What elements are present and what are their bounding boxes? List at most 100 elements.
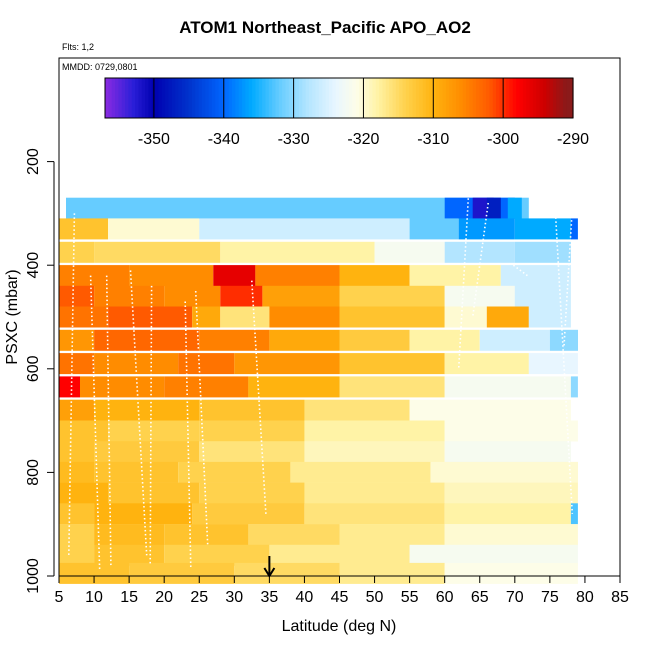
colorbar-segment	[135, 78, 140, 118]
colorbar-segment	[429, 78, 434, 118]
colorbar-segment	[372, 78, 377, 118]
colorbar-segment	[265, 78, 270, 118]
marker-arrow-head	[263, 567, 276, 578]
heatmap-cell	[339, 265, 410, 287]
x-tick-label: 45	[331, 589, 349, 606]
x-tick-label: 75	[541, 589, 559, 606]
colorbar-segment	[432, 78, 437, 118]
heatmap-cell	[199, 420, 305, 442]
y-tick-label: 600	[25, 355, 42, 382]
latitude-marker-arrow	[263, 556, 276, 578]
heatmap-cell	[444, 482, 578, 504]
heatmap-cell	[409, 399, 571, 421]
x-tick-label: 50	[366, 589, 384, 606]
heatmap-cell	[59, 544, 95, 566]
heatmap-cell	[59, 376, 80, 398]
heatmap-cell	[304, 482, 445, 504]
heatmap-cell	[304, 503, 445, 525]
heatmap-cell	[528, 353, 578, 375]
colorbar-segment	[449, 78, 454, 118]
colorbar-segment	[285, 78, 290, 118]
colorbar-segment	[472, 78, 477, 118]
heatmap-cell	[59, 329, 95, 351]
colorbar-segment	[569, 78, 574, 118]
colorbar-segment	[445, 78, 450, 118]
colorbar-segment	[188, 78, 193, 118]
x-tick-label: 5	[55, 589, 64, 606]
colorbar-segment	[218, 78, 223, 118]
heatmap-cell	[444, 376, 571, 398]
x-axis-label: Latitude (deg N)	[282, 618, 397, 635]
colorbar-segment	[198, 78, 203, 118]
colorbar-segment	[482, 78, 487, 118]
colorbar-segment	[402, 78, 407, 118]
heatmap-cell	[339, 376, 445, 398]
heatmap-cell	[129, 265, 214, 287]
colorbar-segment	[328, 78, 333, 118]
colorbar-tick-label: -300	[487, 131, 519, 148]
colorbar-segment	[275, 78, 280, 118]
colorbar-segment	[238, 78, 243, 118]
x-tick-label: 40	[296, 589, 314, 606]
colorbar-segment	[456, 78, 460, 118]
heatmap-cell	[80, 376, 165, 398]
colorbar-segment	[529, 78, 534, 118]
heatmap-cell	[409, 329, 480, 351]
heatmap-cell	[339, 285, 445, 307]
heatmap-cell	[269, 306, 340, 328]
colorbar-segment	[105, 78, 109, 118]
heatmap-cell	[199, 482, 305, 504]
colorbar-segment	[298, 78, 303, 118]
heatmap-cells	[59, 197, 578, 584]
colorbar-segment	[161, 78, 166, 118]
colorbar-segment	[178, 78, 183, 118]
colorbar-segment	[516, 78, 521, 118]
heatmap-cell	[94, 285, 165, 307]
heatmap-cell	[59, 241, 95, 263]
colorbar-segment	[566, 78, 571, 118]
heatmap-cell	[59, 461, 95, 483]
colorbar-segment	[422, 78, 427, 118]
colorbar-segment	[272, 78, 277, 118]
colorbar-segment	[479, 78, 484, 118]
heatmap-cell	[304, 441, 445, 463]
heatmap-cell	[339, 353, 445, 375]
colorbar-segment	[355, 78, 360, 118]
colorbar-segment	[385, 78, 390, 118]
colorbar-segment	[165, 78, 170, 118]
colorbar-segment	[509, 78, 514, 118]
colorbar-segment	[258, 78, 263, 118]
colorbar-segment	[442, 78, 447, 118]
heatmap-cell	[444, 524, 578, 546]
colorbar-segment	[322, 78, 327, 118]
x-tick-label: 85	[611, 589, 629, 606]
heatmap-cell	[178, 461, 291, 483]
colorbar-segment	[148, 78, 153, 118]
colorbar-segment	[312, 78, 317, 118]
heatmap-cell	[409, 265, 501, 287]
heatmap-cell	[94, 544, 165, 566]
colorbar-segment	[549, 78, 554, 118]
heatmap-cell	[248, 376, 340, 398]
heatmap-cell	[59, 218, 109, 240]
heatmap-cell	[94, 399, 200, 421]
heatmap-cell	[486, 306, 529, 328]
colorbar-segment	[489, 78, 494, 118]
colorbar-segment	[295, 78, 300, 118]
colorbar-segment	[305, 78, 310, 118]
heatmap-cell	[94, 503, 193, 525]
heatmap-cell	[164, 376, 249, 398]
heatmap-cell	[290, 461, 431, 483]
heatmap-cell	[59, 306, 109, 328]
colorbar-segment	[268, 78, 273, 118]
heatmap-cell	[339, 306, 445, 328]
colorbar-segment	[168, 78, 173, 118]
flight-profile-line	[563, 208, 574, 349]
colorbar-segment	[288, 78, 293, 118]
colorbar-segment	[308, 78, 313, 118]
colorbar-segment	[138, 78, 143, 118]
heatmap-cell	[59, 353, 95, 375]
colorbar-segment	[486, 78, 491, 118]
colorbar-segment	[395, 78, 400, 118]
colorbar-segment	[302, 78, 307, 118]
